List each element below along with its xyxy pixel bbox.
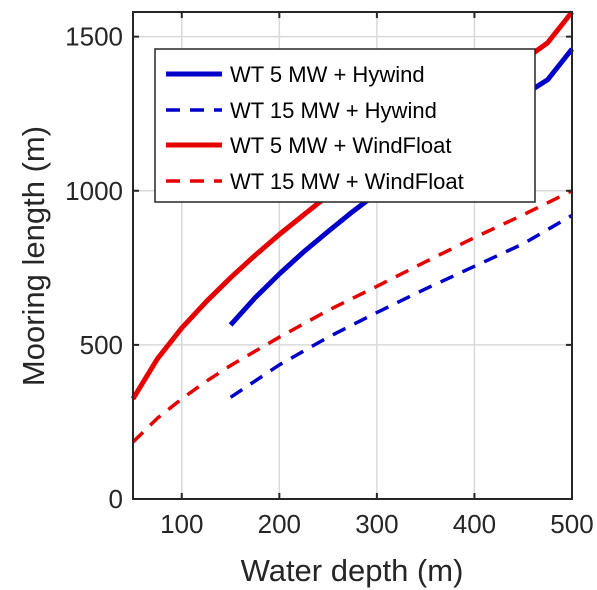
x-axis-title: Water depth (m) <box>241 553 464 588</box>
legend-entry: WT 5 MW + WindFloat <box>166 133 451 158</box>
y-tick-label: 0 <box>109 484 123 514</box>
axis-ticks: 100 200 300 400 500 0 500 1000 1500 <box>65 12 594 539</box>
legend: WT 5 MW + Hywind WT 15 MW + Hywind WT 5 … <box>154 48 536 203</box>
legend-label: WT 15 MW + Hywind <box>230 98 437 123</box>
x-tick-label: 300 <box>355 509 398 539</box>
plot-frame <box>132 11 573 500</box>
y-tick-label: 1500 <box>65 22 123 52</box>
legend-label: WT 5 MW + Hywind <box>230 62 425 87</box>
legend-entry: WT 5 MW + Hywind <box>166 62 425 87</box>
x-tick-label: 400 <box>453 509 496 539</box>
y-tick-label: 500 <box>80 330 123 360</box>
x-tick-label: 100 <box>160 509 203 539</box>
y-axis-title: Mooring length (m) <box>16 126 51 386</box>
legend-label: WT 15 MW + WindFloat <box>230 169 464 194</box>
legend-entry: WT 15 MW + WindFloat <box>166 169 464 194</box>
x-tick-label: 500 <box>550 509 593 539</box>
legend-entry: WT 15 MW + Hywind <box>166 98 437 123</box>
legend-label: WT 5 MW + WindFloat <box>230 133 451 158</box>
x-tick-label: 200 <box>258 509 301 539</box>
series-line <box>131 189 573 444</box>
y-tick-label: 1000 <box>65 176 123 206</box>
series-line <box>229 213 573 399</box>
